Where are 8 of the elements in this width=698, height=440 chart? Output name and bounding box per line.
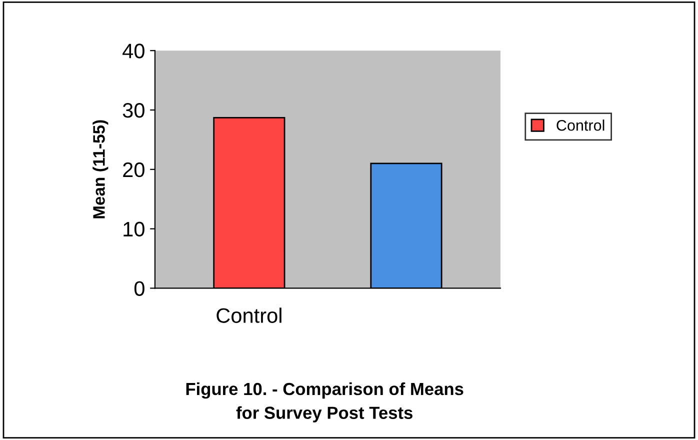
y-tick-label: 0 xyxy=(134,281,144,296)
y-tick-label: 10 xyxy=(124,222,144,237)
y-tick-label: 40 xyxy=(122,44,144,58)
y-tick-label: 20 xyxy=(123,162,144,178)
text: Figure 10. - Comparison of Means for Survey Post Tests xyxy=(186,382,464,422)
legend-label: Control xyxy=(556,120,604,131)
y-tick-label: 30 xyxy=(122,103,144,118)
y-axis-title: Mean (11-55) xyxy=(92,120,108,218)
